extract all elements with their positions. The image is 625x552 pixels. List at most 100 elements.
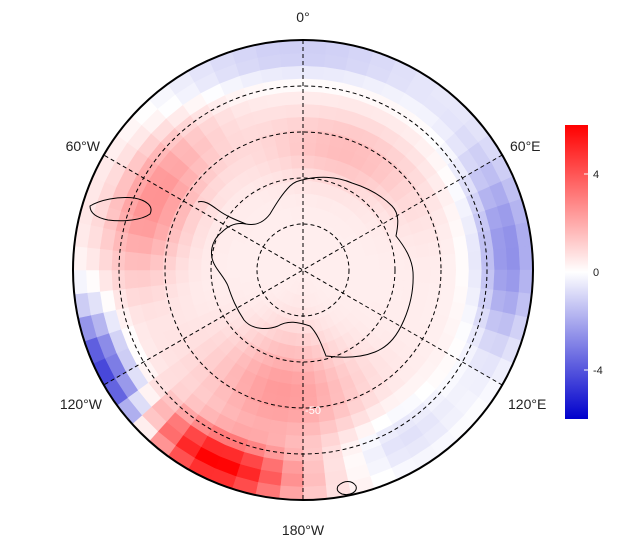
heatmap-cell — [302, 103, 321, 118]
colorbar-tick-label: 4 — [593, 169, 599, 181]
heatmap-cell — [110, 249, 126, 271]
antarctica-coastline — [211, 176, 414, 358]
heatmap-cell — [442, 269, 457, 287]
heatmap-cell — [85, 246, 101, 271]
heatmap-cell — [136, 252, 151, 271]
heatmap-cell — [353, 262, 368, 271]
heatmap-cell — [278, 40, 304, 55]
heatmap-cell — [302, 141, 317, 156]
lon-label-60w: 60°W — [66, 138, 101, 154]
heatmap-cell — [188, 280, 204, 295]
parallel-line — [164, 131, 442, 409]
lon-label-120e: 120°E — [508, 396, 546, 412]
heatmap-cell — [283, 434, 304, 450]
heatmap-cell — [123, 250, 139, 271]
heatmap-cell — [123, 269, 139, 290]
heatmap-cell — [467, 250, 483, 271]
heatmap-cell — [415, 243, 431, 259]
heatmap-cell — [285, 103, 304, 118]
heatmap-cell — [518, 245, 533, 271]
parallel-line — [210, 177, 396, 363]
heatmap-cell — [73, 245, 88, 271]
colorbar-tick-label: 0 — [593, 267, 599, 279]
heatmap-cell — [455, 252, 470, 271]
heatmap-cell — [200, 269, 215, 282]
heatmap-cell — [314, 382, 330, 398]
heatmap-field — [73, 40, 533, 500]
heatmap-cell — [467, 269, 483, 290]
heatmap-cell — [493, 248, 508, 271]
heatmap-cell — [174, 256, 189, 271]
heatmap-cell — [402, 245, 418, 260]
heatmap-cell — [287, 129, 304, 144]
heatmap-cell — [417, 256, 432, 271]
heatmap-cell — [289, 141, 304, 156]
lon-label-0: 0° — [296, 9, 309, 25]
heatmap-cell — [404, 269, 419, 283]
heatmap-cell — [417, 269, 432, 284]
heatmap-cell — [302, 154, 316, 169]
heatmap-cell — [480, 249, 496, 271]
heatmap-cell — [429, 269, 444, 286]
heatmap-cell — [279, 52, 304, 68]
heatmap-cell — [291, 167, 304, 182]
heatmap-cell — [85, 269, 101, 294]
heatmap-cell — [429, 254, 444, 271]
heatmap-cell — [200, 258, 215, 271]
heatmap-cell — [286, 116, 304, 131]
heatmap-cell — [391, 269, 406, 282]
lon-label-120w: 120°W — [60, 396, 103, 412]
heatmap-cell — [493, 269, 508, 292]
heatmap-cell — [302, 384, 317, 399]
heatmap-cell — [281, 460, 304, 475]
heatmap-cell — [98, 248, 113, 271]
heatmap-cell — [455, 269, 470, 288]
heatmap-cell — [110, 269, 126, 291]
colorbar-tick-label: -4 — [593, 365, 603, 377]
heatmap-cell — [287, 396, 304, 411]
heatmap-cell — [187, 257, 202, 271]
antarctic-peninsula-coastline — [197, 201, 247, 225]
heatmap-cell — [302, 320, 311, 335]
heatmap-cell — [290, 154, 304, 169]
heatmap-cell — [302, 77, 324, 93]
heatmap-cell — [225, 269, 240, 279]
heatmap-cell — [98, 269, 113, 292]
heatmap-cell — [187, 269, 202, 283]
heatmap-cell — [302, 485, 328, 500]
heatmap-cell — [282, 77, 304, 93]
map-boundary — [72, 39, 534, 501]
heatmap-cell — [278, 485, 304, 500]
heatmap-cell — [285, 422, 304, 437]
heatmap-cell — [283, 90, 304, 106]
heatmap-cell — [302, 371, 316, 386]
heatmap-cell — [149, 269, 164, 287]
heatmap-cell — [302, 447, 324, 463]
heatmap-cell — [302, 40, 328, 55]
heatmap-cell — [162, 269, 177, 286]
heatmap-cell — [290, 371, 304, 386]
lon-label-180w: 180°W — [282, 522, 325, 538]
colorbar: 4 0 -4 — [565, 125, 603, 419]
heatmap-cell — [505, 269, 521, 294]
heatmap-cell — [366, 261, 381, 271]
heatmap-cell — [174, 269, 189, 284]
heatmap-cell — [302, 434, 323, 450]
heatmap-cell — [505, 246, 521, 271]
heatmap-cell — [302, 460, 325, 475]
lon-label-60e: 60°E — [510, 138, 541, 154]
south-america-coastline — [89, 197, 152, 222]
heatmap-cell — [518, 269, 533, 295]
heatmap-cell — [295, 205, 304, 220]
heatmap-cell — [281, 65, 304, 80]
heatmap-cell — [73, 269, 88, 295]
heatmap-cell — [302, 472, 327, 488]
heatmap-cell — [302, 345, 313, 360]
heatmap-cell — [391, 258, 406, 271]
heatmap-cell — [291, 358, 304, 373]
heatmap-cell — [302, 116, 320, 131]
heatmap-cell — [378, 260, 393, 271]
heatmap-cell — [302, 129, 319, 144]
graticule — [103, 40, 503, 500]
heatmap-cell — [302, 333, 312, 348]
